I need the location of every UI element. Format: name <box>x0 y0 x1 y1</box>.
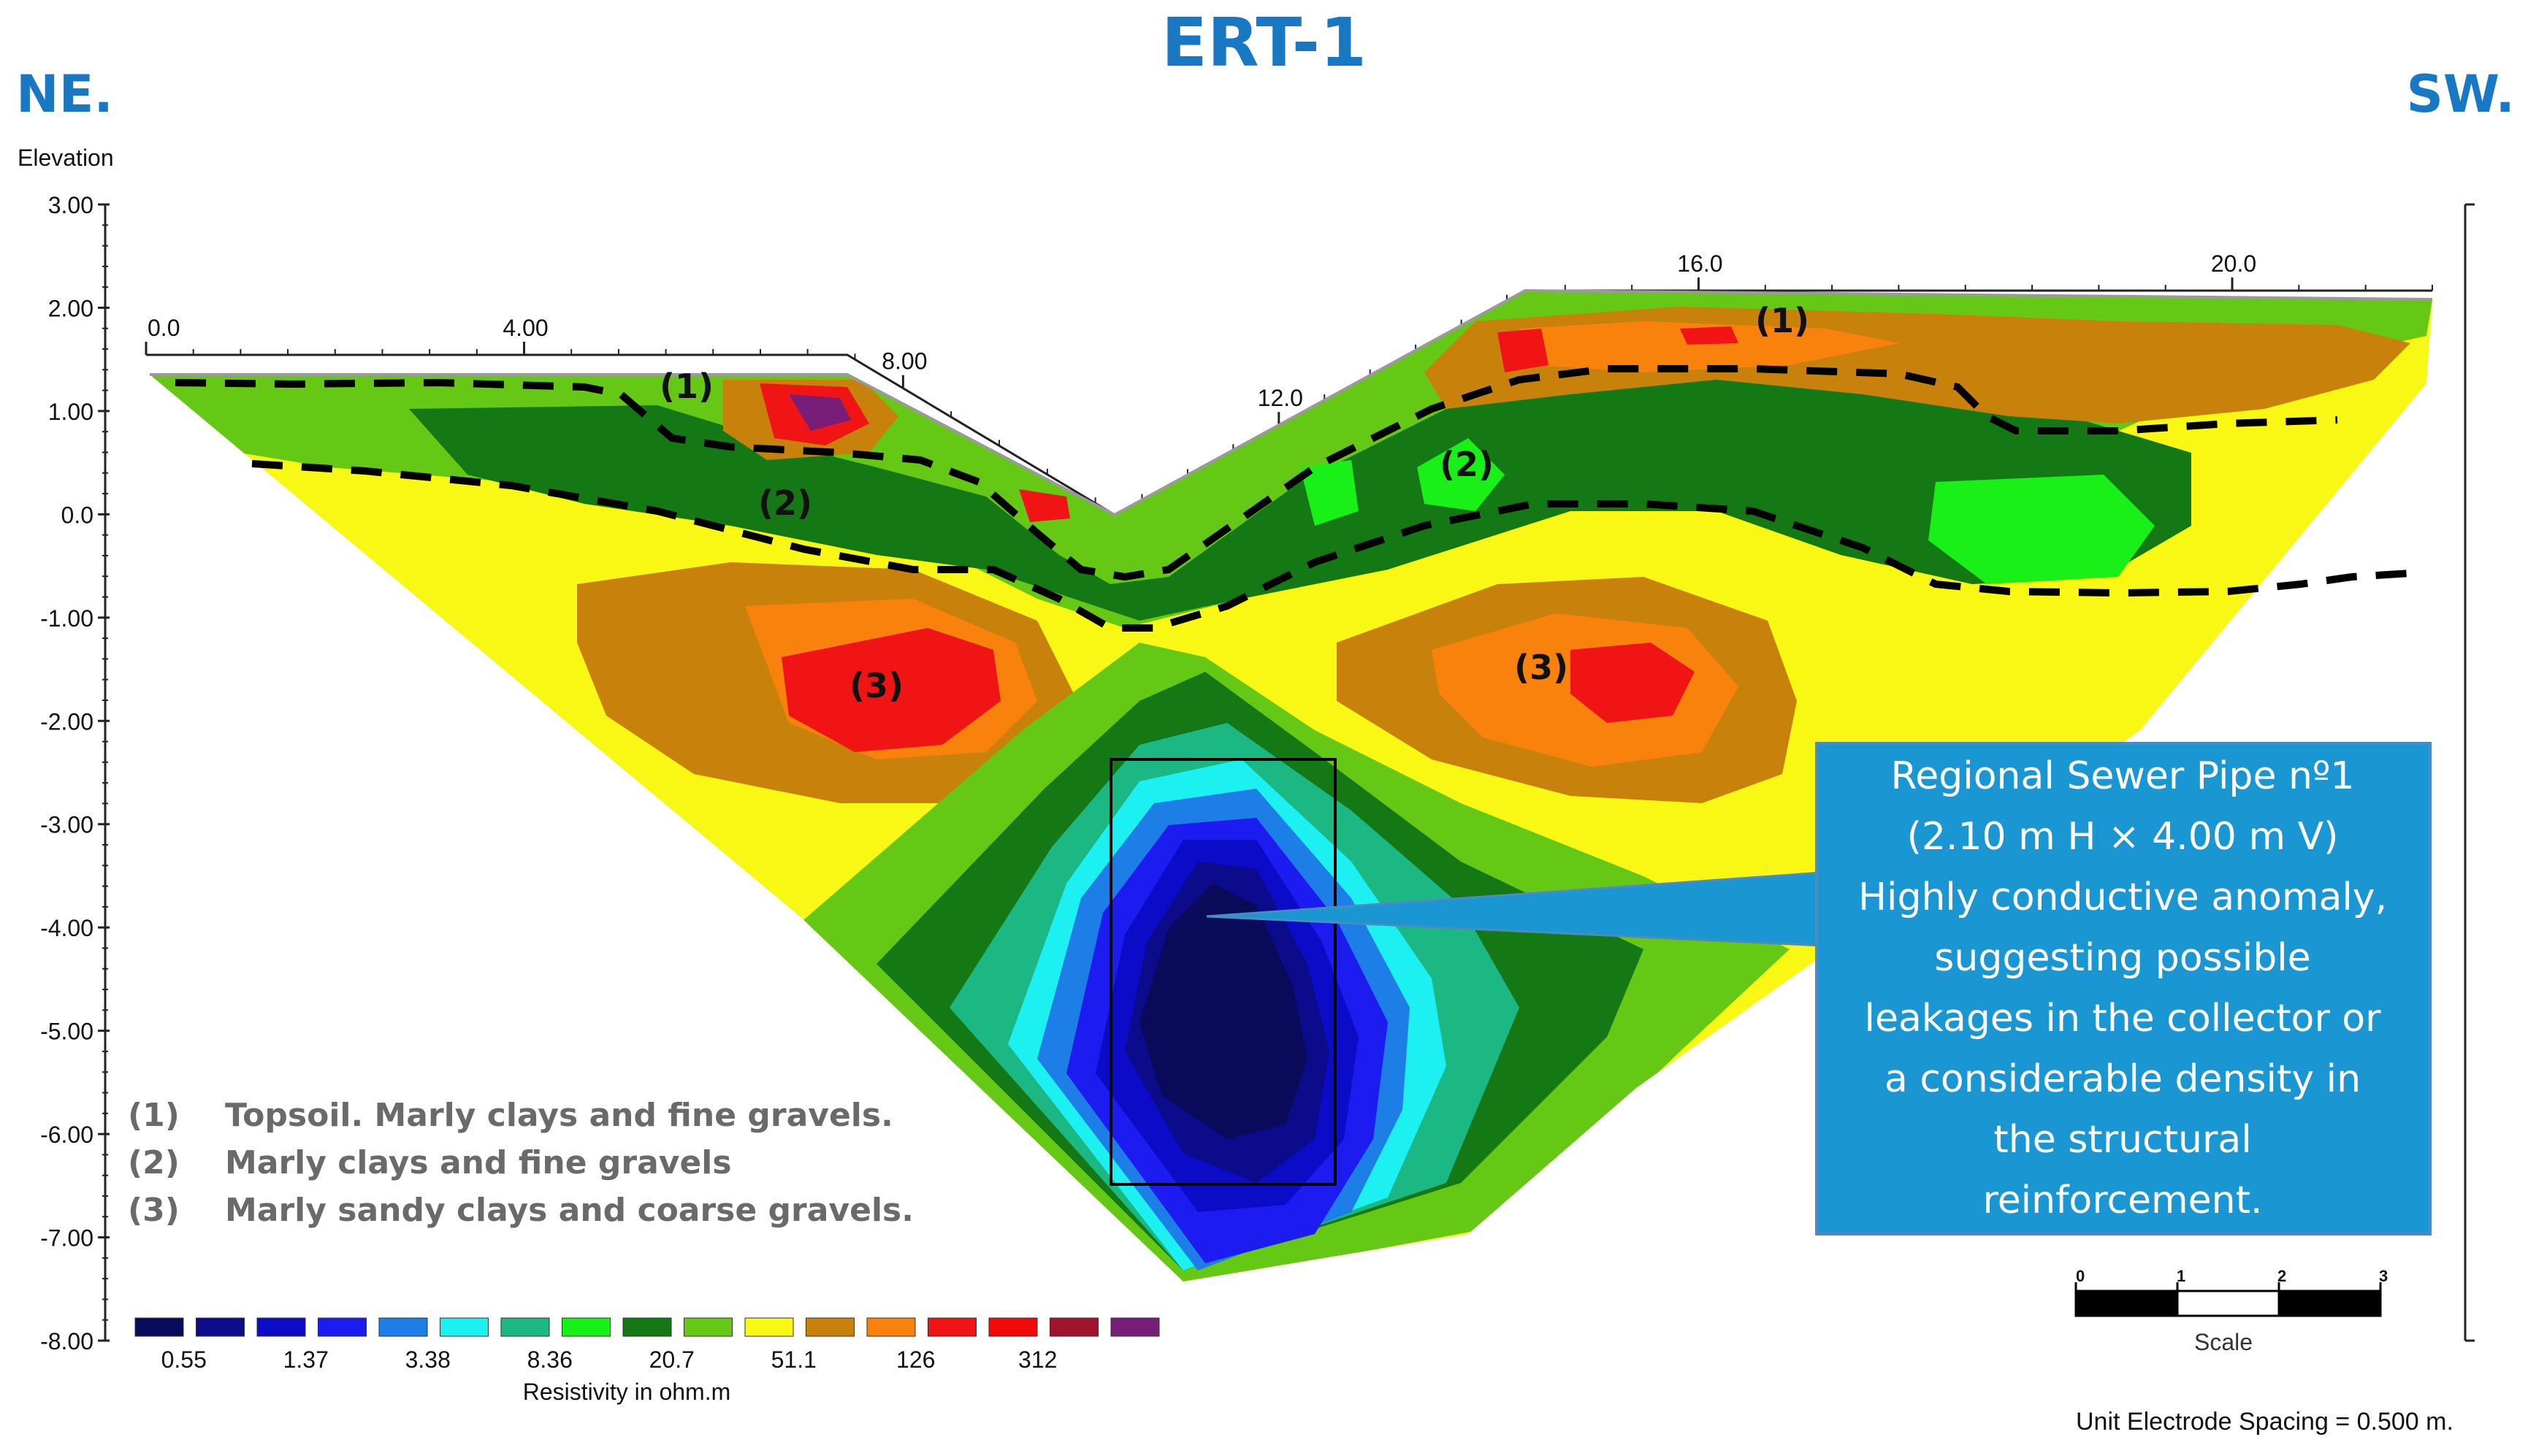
contour-bright-green-patch <box>1928 475 2155 584</box>
colorbar-swatch <box>562 1317 611 1337</box>
callout-line-6: a considerable density in <box>1884 1057 2361 1101</box>
chart-title: ERT-1 <box>1161 4 1367 82</box>
zone-label: (2) <box>1440 445 1494 484</box>
scale-label: Scale <box>2194 1329 2253 1355</box>
callout-line-2: (2.10 m H × 4.00 m V) <box>1906 815 2339 859</box>
colorbar-tick-label: 126 <box>896 1346 935 1373</box>
colorbar-swatch <box>256 1317 306 1337</box>
contour-red-upper-1 <box>1497 329 1549 372</box>
y-tick-label: -8.00 <box>40 1328 93 1355</box>
contour-bright-green-patch-3 <box>1300 460 1359 526</box>
colorbar-tick-label: 20.7 <box>649 1346 695 1373</box>
zone-label: (1) <box>660 367 714 406</box>
colorbar-tick-label: 312 <box>1018 1346 1057 1373</box>
colorbar-tick-label: 0.55 <box>161 1346 207 1373</box>
colorbar-swatch <box>440 1317 489 1337</box>
colorbar-swatch <box>928 1317 977 1337</box>
callout-line-1: Regional Sewer Pipe nº1 <box>1890 754 2355 798</box>
x-tick-label: 8.00 <box>882 348 927 375</box>
zone-label: (2) <box>758 483 812 523</box>
y-tick-label: -3.00 <box>40 812 93 838</box>
unit-legend-num-3: (3) <box>128 1192 180 1229</box>
unit-legend-text-2: Marly clays and fine gravels <box>225 1144 732 1181</box>
callout-line-4: suggesting possible <box>1934 936 2311 980</box>
contour-lower-left-red <box>782 628 1001 752</box>
zone-label: (1) <box>1755 301 1809 340</box>
zone-label: (3) <box>849 666 904 705</box>
contour-lower-right-red <box>1570 643 1695 723</box>
unit-legend-text-3: Marly sandy clays and coarse gravels. <box>225 1192 914 1229</box>
scale-tick-2: 2 <box>2277 1267 2287 1285</box>
boundary-2 <box>251 460 2411 632</box>
direction-ne-label: NE. <box>16 64 113 124</box>
callout-line-3: Highly conductive anomaly, <box>1857 875 2388 919</box>
callout-line-7: the structural <box>1993 1118 2252 1162</box>
direction-sw-label: SW. <box>2406 64 2515 124</box>
colorbar-swatch <box>806 1317 855 1337</box>
y-tick-label: 2.00 <box>48 295 93 321</box>
x-tick-label: 16.0 <box>1677 250 1722 277</box>
contour-upper-orange-right-2 <box>1519 321 1899 372</box>
x-tick-label: 0.0 <box>148 315 180 341</box>
x-tick-label: 4.00 <box>503 315 548 341</box>
scale-tick-0: 0 <box>2076 1267 2085 1285</box>
colorbar-label: Resistivity in ohm.m <box>523 1379 731 1405</box>
y-tick-label: -1.00 <box>40 605 93 632</box>
scale-bar-segment <box>2277 1290 2382 1317</box>
colorbar-tick-label: 8.36 <box>527 1346 573 1373</box>
colorbar-swatch <box>318 1317 367 1337</box>
colorbar-swatch <box>684 1317 733 1337</box>
scale-bar-segment <box>2074 1290 2179 1317</box>
unit-legend-text-1: Topsoil. Marly clays and fine gravels. <box>225 1097 893 1134</box>
colorbar-swatch <box>1050 1317 1099 1337</box>
callout-line-8: reinforcement. <box>1982 1179 2263 1222</box>
colorbar-tick-label: 3.38 <box>405 1346 451 1373</box>
colorbar-swatch <box>500 1317 550 1337</box>
sewer-pipe-box <box>1110 758 1337 1186</box>
colorbar-swatch <box>134 1317 184 1337</box>
boundary-lines <box>175 365 2411 632</box>
colorbar-swatch <box>988 1317 1038 1337</box>
scale-tick-3: 3 <box>2379 1267 2388 1285</box>
y-tick-label: 0.0 <box>61 502 93 528</box>
sewer-pipe-callout-text: Regional Sewer Pipe nº1 (2.10 m H × 4.00… <box>1822 745 2423 1233</box>
colorbar-tick-label: 1.37 <box>283 1346 329 1373</box>
contour-small-red <box>1019 489 1070 522</box>
y-tick-label: -7.00 <box>40 1225 93 1252</box>
contour-deep-darknavy <box>1139 884 1307 1139</box>
callout-line-5: leakages in the collector or <box>1864 997 2381 1041</box>
y-tick-label: -5.00 <box>40 1019 93 1045</box>
callout-box <box>1815 742 2432 1235</box>
y-tick-label: 3.00 <box>48 192 93 218</box>
contour-upper-purple-left <box>789 394 851 431</box>
colorbar-swatch <box>378 1317 428 1337</box>
scale-tick-1: 1 <box>2177 1267 2186 1285</box>
y-tick-label: -2.00 <box>40 708 93 735</box>
x-tick-label: 20.0 <box>2211 250 2256 277</box>
colorbar-swatch <box>622 1317 672 1337</box>
unit-legend-num-1: (1) <box>128 1097 180 1134</box>
contour-red-upper-2 <box>1680 326 1738 345</box>
y-tick-label: -4.00 <box>40 915 93 941</box>
electrode-spacing-note: Unit Electrode Spacing = 0.500 m. <box>2076 1408 2453 1436</box>
unit-legend-num-2: (2) <box>128 1144 180 1181</box>
y-axis-label: Elevation <box>18 145 114 171</box>
zone-label: (3) <box>1514 648 1568 687</box>
colorbar-tick-label: 51.1 <box>771 1346 817 1373</box>
contour-bright-green-patch-2 <box>1417 438 1505 511</box>
colorbar-swatch <box>744 1317 794 1337</box>
y-tick-label: -6.00 <box>40 1122 93 1148</box>
section-outline-topline <box>150 288 2433 517</box>
colorbar-swatch <box>196 1317 245 1337</box>
y-tick-label: 1.00 <box>48 399 93 425</box>
colorbar-swatch <box>866 1317 916 1337</box>
contour-dark-green-band <box>409 380 2191 621</box>
colorbar-swatch <box>1110 1317 1160 1337</box>
boundary-1-left <box>175 365 2338 581</box>
x-tick-label: 12.0 <box>1258 385 1303 411</box>
scale-bar-segment <box>2176 1290 2280 1317</box>
